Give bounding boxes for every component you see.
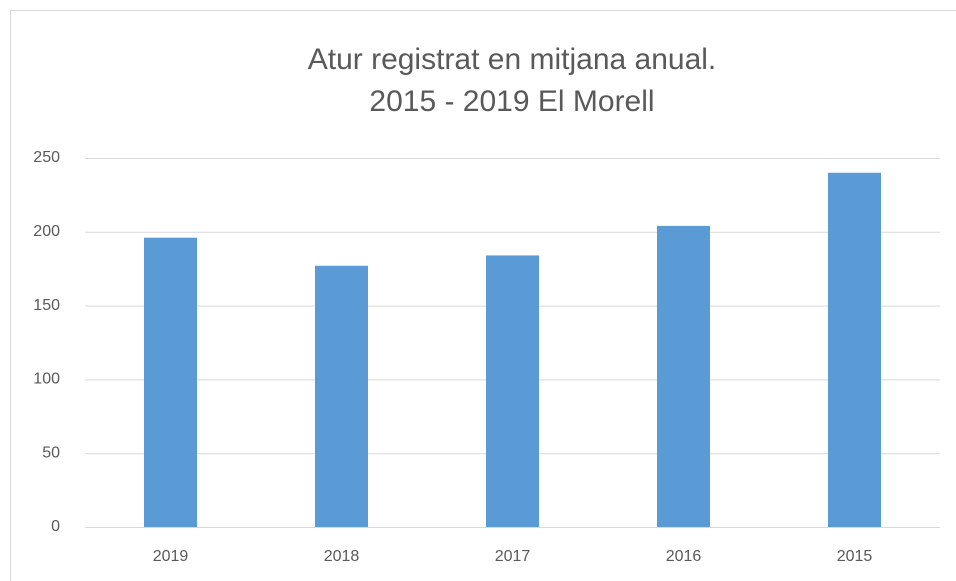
x-tick-label: 2017: [495, 548, 531, 565]
x-tick-label: 2019: [153, 548, 189, 565]
x-tick-label: 2018: [324, 548, 360, 565]
x-tick-label: 2015: [837, 548, 873, 565]
chart-title: Atur registrat en mitjana anual.: [308, 43, 717, 76]
bar: [143, 237, 198, 528]
y-tick-label: 100: [33, 371, 60, 388]
bar: [485, 255, 540, 527]
y-tick-label: 150: [33, 297, 60, 314]
y-tick-label: 250: [33, 149, 60, 166]
x-tick-label: 2016: [666, 548, 702, 565]
bar: [827, 172, 882, 527]
y-tick-label: 200: [33, 223, 60, 240]
y-tick-label: 0: [51, 518, 60, 535]
bar: [656, 225, 711, 527]
y-tick-label: 50: [42, 444, 60, 461]
bar: [314, 265, 369, 527]
chart-title: 2015 - 2019 El Morell: [369, 85, 654, 118]
